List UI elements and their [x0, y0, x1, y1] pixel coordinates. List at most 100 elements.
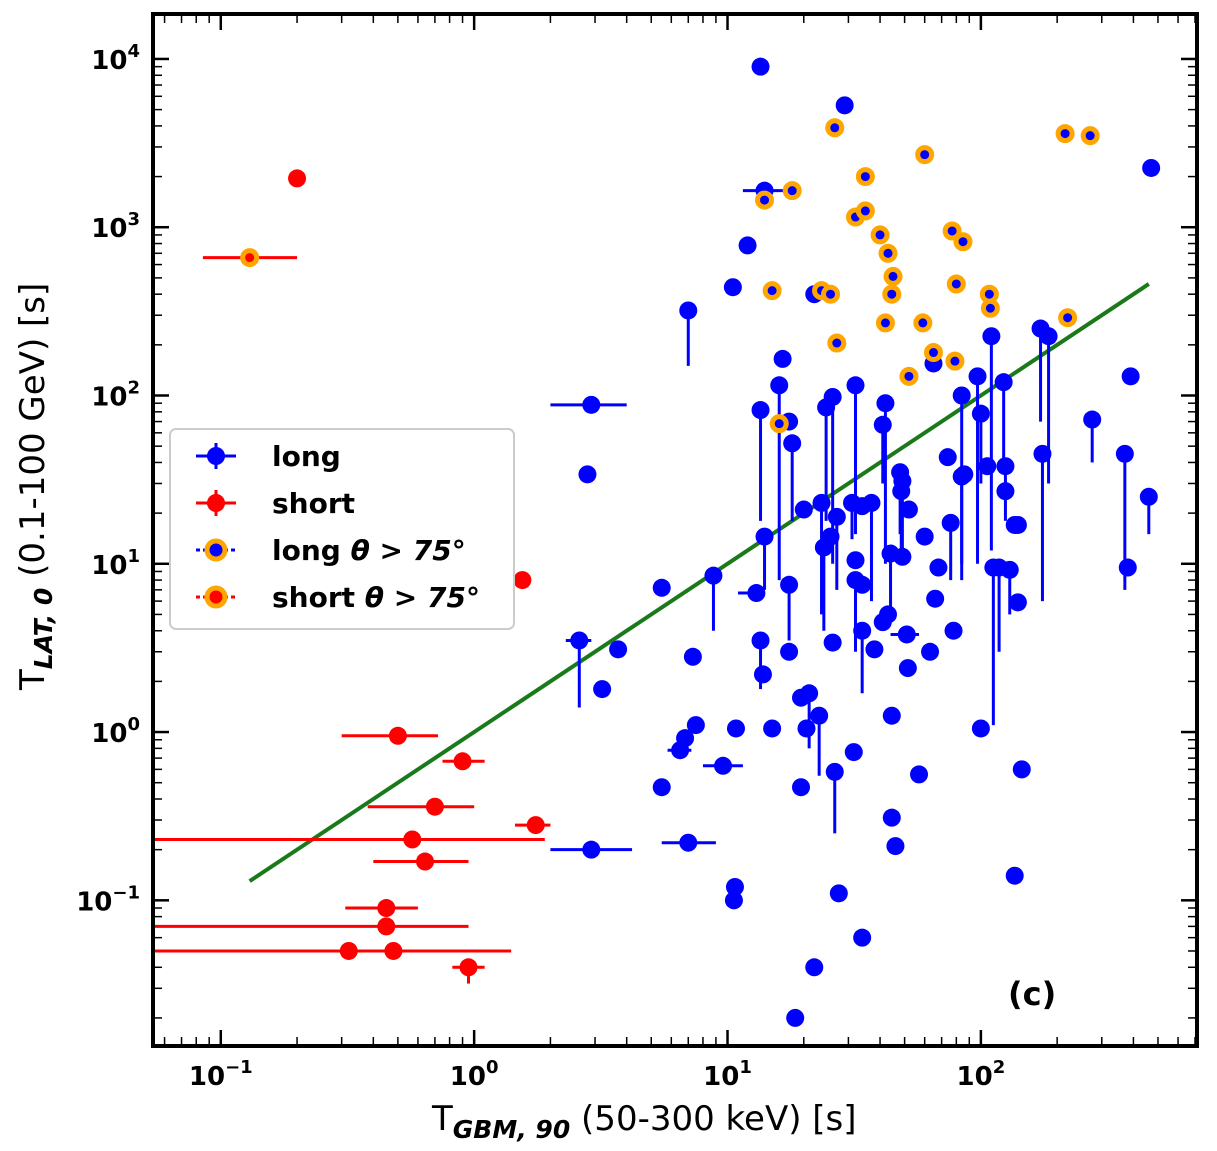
data-point-long [825, 762, 844, 781]
data-point-long [724, 891, 743, 910]
data-point-long [570, 631, 589, 650]
data-point-long-theta-75 [870, 225, 890, 245]
data-point-long-theta-75 [769, 414, 789, 434]
data-point-long [747, 584, 766, 603]
data-point-short-theta-75 [240, 248, 260, 268]
data-point-long-theta-75 [821, 284, 841, 304]
data-point-long-theta-75 [946, 274, 966, 294]
data-point-long [971, 719, 990, 738]
data-point-long [1033, 444, 1052, 463]
data-point-long [821, 527, 840, 546]
data-point-long-theta-75 [923, 343, 943, 363]
data-point-short [377, 899, 396, 918]
data-point-long [679, 833, 698, 852]
data-point-long [862, 493, 881, 512]
data-point-short [453, 752, 472, 771]
legend-label-short: short [272, 487, 355, 520]
data-point-long [751, 631, 770, 650]
data-point-long [1139, 487, 1158, 506]
data-point-long [921, 642, 940, 661]
data-point-long [865, 640, 884, 659]
data-point-long [780, 642, 799, 661]
legend-entry-short-wide: short θ > 75° [196, 581, 480, 614]
data-point-long [755, 527, 774, 546]
data-point-long [1115, 444, 1134, 463]
data-point-long-theta-75 [913, 313, 933, 333]
data-point-long-theta-75 [875, 313, 895, 333]
data-point-long-theta-75 [762, 281, 782, 301]
data-point-long [823, 387, 842, 406]
data-point-long-theta-75 [1055, 124, 1075, 144]
data-point-long [810, 706, 829, 725]
x-tick-labels: 10−1 100 101 102 [189, 1057, 1005, 1092]
data-point-long [783, 434, 802, 453]
data-point-long [652, 778, 671, 797]
data-point-long [786, 1008, 805, 1027]
data-point-short [339, 941, 358, 960]
data-point-long [846, 376, 865, 395]
data-point-long [897, 625, 916, 644]
data-point-long [770, 376, 789, 395]
data-point-long [968, 367, 987, 386]
legend-marker-long [207, 447, 225, 465]
major-ticks [155, 16, 1195, 1044]
data-point-long [726, 719, 745, 738]
data-point-long-theta-75 [1080, 126, 1100, 146]
legend-entry-short: short [196, 487, 355, 520]
data-point-long [593, 680, 612, 699]
x-tick-label: 101 [703, 1057, 752, 1092]
data-point-long [652, 578, 671, 597]
data-point-long [978, 457, 997, 476]
legend: long short long θ > 75° short θ > 75° [169, 428, 515, 630]
y-tick-label: 103 [91, 209, 140, 244]
x-tick-label: 10−1 [189, 1057, 253, 1092]
y-tick-label: 101 [91, 546, 140, 581]
data-point-long [882, 808, 901, 827]
data-point-long [1118, 558, 1137, 577]
data-point-long [763, 719, 782, 738]
legend-label-long: long [272, 440, 341, 473]
data-point-long [791, 778, 810, 797]
data-point-long-theta-75 [855, 201, 875, 221]
data-point-long [683, 647, 702, 666]
legend-box [169, 428, 515, 630]
data-point-long [725, 877, 744, 896]
data-point-long [1121, 367, 1140, 386]
data-point-long [714, 756, 733, 775]
data-point-long [892, 482, 911, 501]
data-point-short [403, 830, 422, 849]
data-point-long [938, 448, 957, 467]
data-point-long [751, 401, 770, 420]
data-point-long [873, 415, 892, 434]
data-point-long [876, 394, 895, 413]
y-tick-label: 104 [91, 41, 140, 76]
data-point-long-theta-75 [882, 284, 902, 304]
data-point-long [879, 605, 898, 624]
data-point-long [915, 527, 934, 546]
data-point-long-theta-75 [953, 232, 973, 252]
data-point-short [377, 917, 396, 936]
data-point-long [899, 500, 918, 519]
data-point-short [416, 852, 435, 871]
data-point-long [823, 633, 842, 652]
data-point-long-theta-75 [945, 351, 965, 371]
data-point-long [676, 729, 695, 748]
data-point-long [971, 404, 990, 423]
data-point-long-theta-75 [825, 118, 845, 138]
data-point-long [996, 482, 1015, 501]
x-tick-label: 102 [957, 1057, 1006, 1092]
data-point-long [805, 958, 824, 977]
panel-label: (c) [1008, 975, 1056, 1013]
data-point-short [459, 958, 478, 977]
data-point-long-theta-75 [755, 190, 775, 210]
data-point-long [996, 457, 1015, 476]
data-point-long-theta-75 [1058, 308, 1078, 328]
y-tick-label: 100 [91, 714, 140, 749]
data-point-long [797, 719, 816, 738]
data-point-long [800, 684, 819, 703]
data-point-long [835, 96, 854, 115]
data-point-long [994, 373, 1013, 392]
data-point-long-theta-75 [883, 266, 903, 286]
legend-marker-short [207, 494, 225, 512]
data-point-long [794, 500, 813, 519]
